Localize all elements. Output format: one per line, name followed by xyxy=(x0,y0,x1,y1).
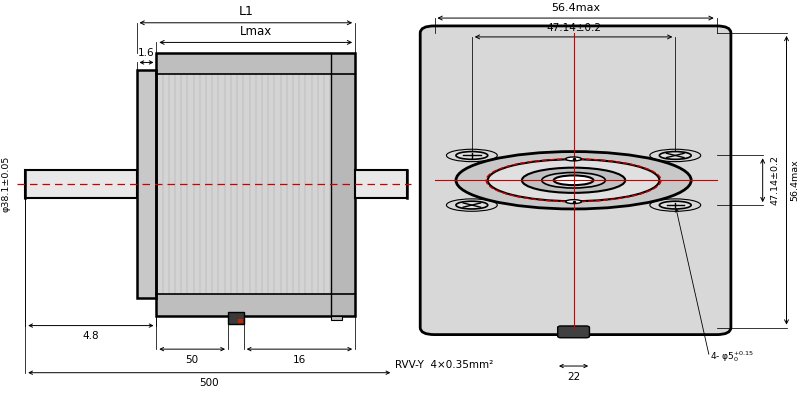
Text: L1: L1 xyxy=(238,5,254,18)
Text: 22: 22 xyxy=(567,372,580,382)
Text: 56.4max: 56.4max xyxy=(790,160,799,201)
Text: 56.4max: 56.4max xyxy=(551,3,600,13)
FancyBboxPatch shape xyxy=(558,326,590,338)
Bar xyxy=(238,319,243,323)
Ellipse shape xyxy=(659,201,691,209)
Bar xyxy=(157,294,355,316)
Text: 50: 50 xyxy=(186,355,198,365)
Ellipse shape xyxy=(456,152,488,159)
Bar xyxy=(157,53,355,74)
Ellipse shape xyxy=(542,173,606,188)
Bar xyxy=(355,171,406,198)
Bar xyxy=(331,316,342,320)
Text: 47.14±0.2: 47.14±0.2 xyxy=(770,155,779,205)
Ellipse shape xyxy=(554,175,594,185)
Ellipse shape xyxy=(659,152,691,159)
Ellipse shape xyxy=(522,167,626,193)
Text: 47.14±0.2: 47.14±0.2 xyxy=(546,23,601,33)
FancyBboxPatch shape xyxy=(420,26,731,335)
Ellipse shape xyxy=(456,152,691,209)
Ellipse shape xyxy=(566,199,582,203)
Text: Lmax: Lmax xyxy=(240,25,272,38)
Text: 4.8: 4.8 xyxy=(82,331,99,341)
Bar xyxy=(26,171,137,198)
Text: 16: 16 xyxy=(293,355,306,365)
Bar xyxy=(228,312,244,324)
Text: RVV-Y  4×0.35mm²: RVV-Y 4×0.35mm² xyxy=(394,360,493,370)
Ellipse shape xyxy=(566,157,582,161)
Text: 500: 500 xyxy=(199,378,219,388)
Bar xyxy=(157,53,355,316)
Ellipse shape xyxy=(488,159,659,201)
Text: 1.6: 1.6 xyxy=(138,48,154,58)
Ellipse shape xyxy=(456,201,488,209)
Bar xyxy=(331,53,355,316)
Bar xyxy=(157,53,355,316)
Bar xyxy=(137,70,157,298)
Text: φ38.1±0.05: φ38.1±0.05 xyxy=(2,156,10,213)
Text: 4- φ5$^{+0.15}_{0}$: 4- φ5$^{+0.15}_{0}$ xyxy=(710,350,754,365)
